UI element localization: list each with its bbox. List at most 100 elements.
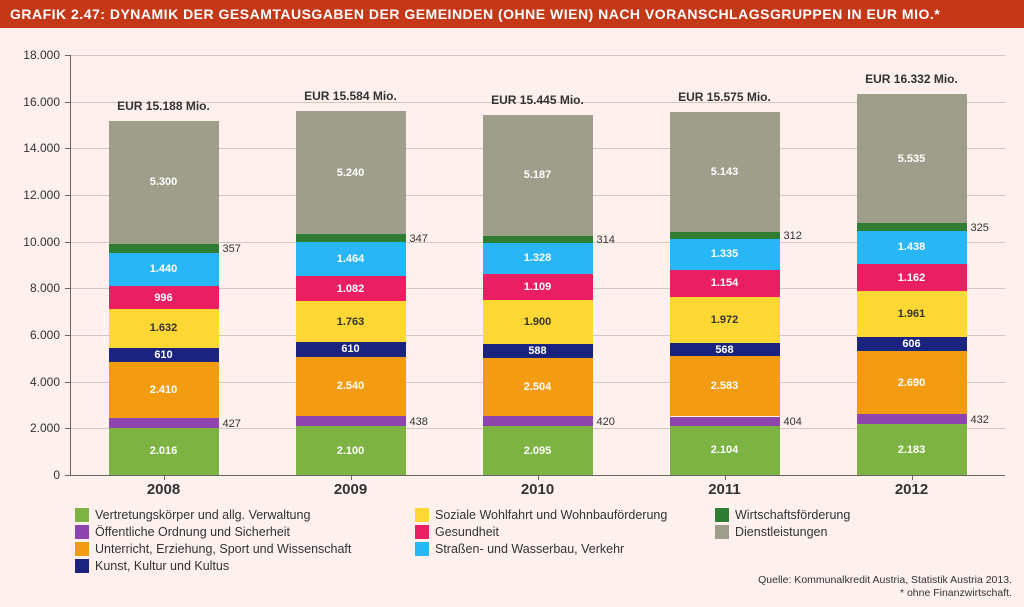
segment-label: 404 [784,416,802,428]
segment-label: 347 [410,233,428,245]
bars-wrap: EUR 15.188 Mio.2.0164272.4106101.6329961… [70,55,1005,475]
bar-total-label: EUR 15.445 Mio. [478,93,598,107]
legend-swatch [415,525,429,539]
ytick-mark [65,428,70,429]
legend-item: Öffentliche Ordnung und Sicherheit [75,525,351,539]
bar-segment-kunst: 610 [109,348,219,362]
bar-segment-gesundheit: 1.154 [670,270,780,297]
bar-segment-strassen: 1.464 [296,242,406,276]
source-line-1: Quelle: Kommunalkredit Austria, Statisti… [758,574,1012,588]
ytick-mark [65,195,70,196]
segment-label: 610 [154,349,172,361]
bar-total-label: EUR 15.584 Mio. [291,89,411,103]
xtick-mark [912,475,913,480]
segment-label: 2.104 [711,444,739,456]
bar-segment-unterricht: 2.583 [670,356,780,416]
chart-title: GRAFIK 2.47: DYNAMIK DER GESAMTAUSGABEN … [10,6,940,22]
legend-column: Soziale Wohlfahrt und Wohnbauförderung Ge… [415,508,667,559]
segment-label: 1.961 [898,308,926,320]
segment-label: 2.183 [898,444,926,456]
legend-item: Kunst, Kultur und Kultus [75,559,351,573]
xtick-label: 2011 [670,481,780,498]
bar-segment-vertretung: 2.104 [670,426,780,475]
segment-label: 2.095 [524,445,552,457]
legend-label: Gesundheit [435,525,499,539]
legend-item: Unterricht, Erziehung, Sport und Wissens… [75,542,351,556]
legend-item: Soziale Wohlfahrt und Wohnbauförderung [415,508,667,522]
bar-segment-vertretung: 2.016 [109,428,219,475]
ytick-mark [65,242,70,243]
bar-segment-ordnung [296,416,406,426]
legend-swatch [415,508,429,522]
xtick-mark [538,475,539,480]
segment-label: 1.464 [337,253,365,265]
chart-title-bar: GRAFIK 2.47: DYNAMIK DER GESAMTAUSGABEN … [0,0,1024,28]
segment-label: 1.335 [711,248,739,260]
bar-segment-gesundheit: 1.082 [296,276,406,301]
segment-label: 1.109 [524,281,552,293]
bar-segment-wohlfahrt: 1.632 [109,309,219,347]
legend-swatch [75,559,89,573]
bar-segment-wohlfahrt: 1.900 [483,300,593,344]
bar-segment-wirtschaft [296,234,406,242]
segment-label: 5.240 [337,167,365,179]
segment-label: 1.972 [711,314,739,326]
source-line-2: * ohne Finanzwirtschaft. [758,587,1012,601]
bar-segment-dienst: 5.300 [109,121,219,245]
segment-label: 357 [223,243,241,255]
segment-label: 1.763 [337,316,365,328]
bar-segment-kunst: 610 [296,342,406,356]
segment-label: 432 [971,414,989,426]
ytick-mark [65,55,70,56]
ytick-label: 16.000 [10,95,60,109]
xtick-mark [164,475,165,480]
bar-segment-dienst: 5.143 [670,112,780,232]
ytick-label: 12.000 [10,188,60,202]
bar-segment-dienst: 5.240 [296,111,406,233]
bar-segment-dienst: 5.535 [857,94,967,223]
ytick-label: 14.000 [10,141,60,155]
segment-label: 5.143 [711,166,739,178]
legend-label: Wirtschaftsförderung [735,508,850,522]
bar-segment-gesundheit: 996 [109,286,219,309]
bar-segment-wirtschaft [670,232,780,239]
legend-label: Straßen- und Wasserbau, Verkehr [435,542,624,556]
bar-segment-wirtschaft [483,236,593,243]
segment-label: 312 [784,230,802,242]
ytick-label: 6.000 [10,328,60,342]
bar-segment-kunst: 606 [857,337,967,351]
legend-swatch [715,508,729,522]
segment-label: 5.187 [524,169,552,181]
bar-segment-vertretung: 2.095 [483,426,593,475]
bar-segment-gesundheit: 1.109 [483,274,593,300]
segment-label: 996 [154,292,172,304]
bar-segment-kunst: 568 [670,343,780,356]
xtick-mark [725,475,726,480]
bar-segment-strassen: 1.328 [483,243,593,274]
segment-label: 420 [597,416,615,428]
segment-label: 325 [971,222,989,234]
legend-item: Dienstleistungen [715,525,850,539]
legend-item: Vertretungskörper und allg. Verwaltung [75,508,351,522]
segment-label: 2.540 [337,380,365,392]
xtick-label: 2008 [109,481,219,498]
legend-label: Soziale Wohlfahrt und Wohnbauförderung [435,508,667,522]
segment-label: 1.440 [150,263,178,275]
legend-label: Dienstleistungen [735,525,827,539]
bar-segment-vertretung: 2.183 [857,424,967,475]
bar-segment-strassen: 1.438 [857,231,967,265]
legend-swatch [715,525,729,539]
segment-label: 2.100 [337,445,365,457]
segment-label: 1.900 [524,316,552,328]
xtick-mark [351,475,352,480]
ytick-mark [65,335,70,336]
xtick-label: 2012 [857,481,967,498]
bar-segment-ordnung [857,414,967,424]
bar-segment-kunst: 588 [483,344,593,358]
bar-segment-unterricht: 2.504 [483,358,593,416]
bar-segment-wohlfahrt: 1.763 [296,301,406,342]
bar-segment-wohlfahrt: 1.961 [857,291,967,337]
bar-segment-unterricht: 2.690 [857,351,967,414]
legend-label: Öffentliche Ordnung und Sicherheit [95,525,290,539]
legend-item: Straßen- und Wasserbau, Verkehr [415,542,667,556]
